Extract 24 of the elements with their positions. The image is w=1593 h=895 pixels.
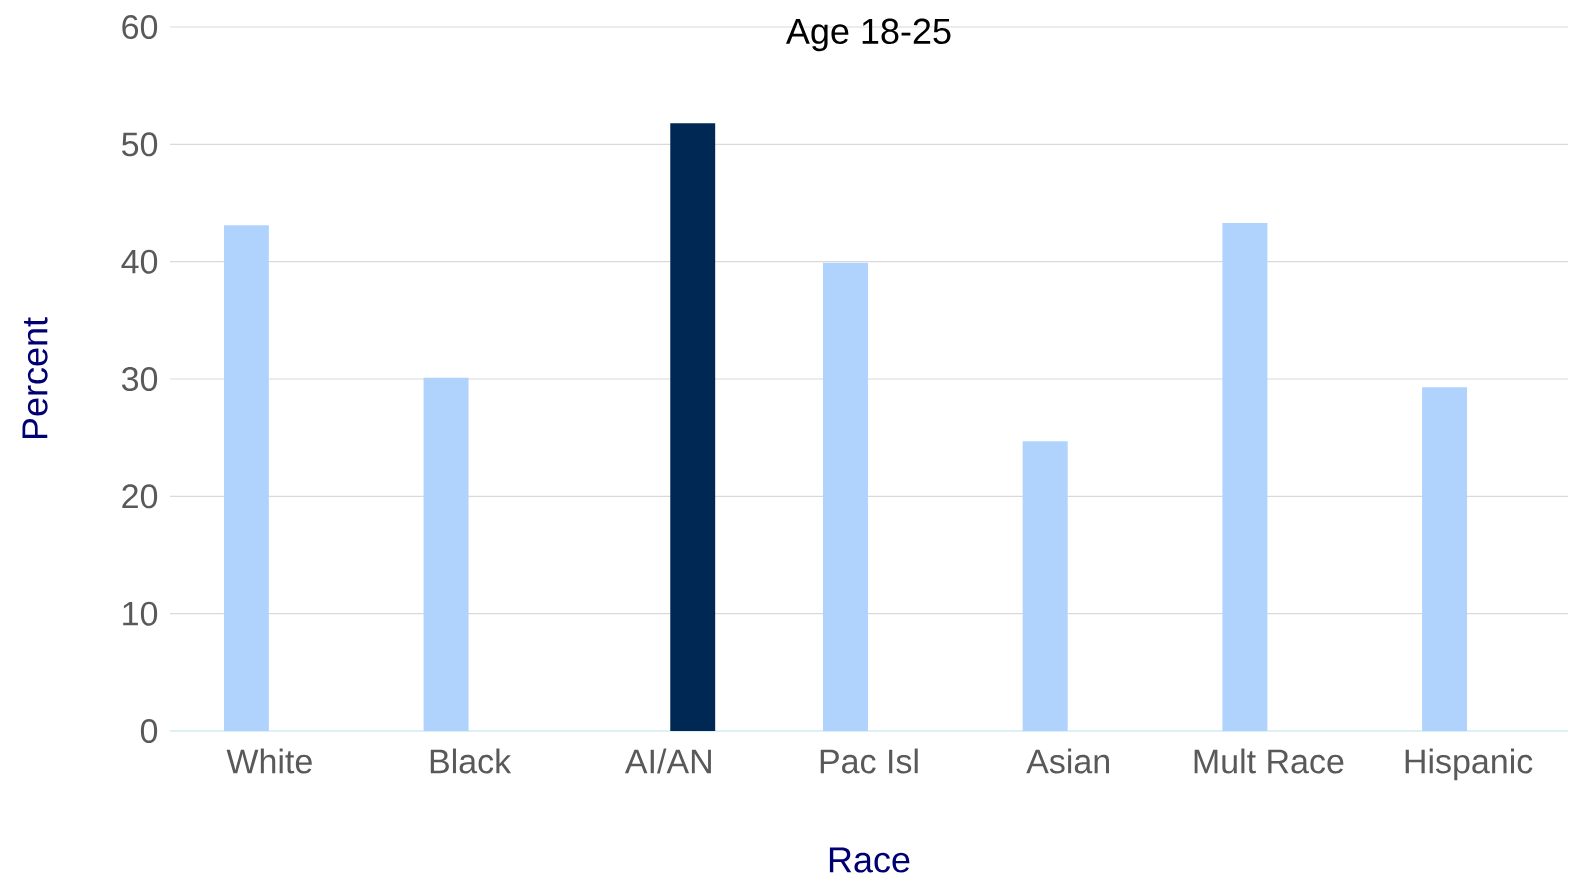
x-tick-label: Hispanic — [1405, 748, 1533, 781]
y-tick-label: 50 — [122, 132, 158, 157]
bar — [1422, 387, 1468, 731]
x-tick-label: Asian — [1026, 748, 1109, 774]
x-tick-label: White — [226, 748, 312, 774]
chart-title: Age 18-25 — [785, 18, 951, 52]
x-axis-title: Race — [829, 847, 910, 873]
bar — [1222, 222, 1268, 731]
x-tick-label: Mult Race — [1194, 748, 1344, 774]
x-tick-label: Black — [430, 748, 512, 774]
y-tick-label: 0 — [140, 718, 158, 744]
bar — [223, 225, 269, 731]
bar — [822, 262, 868, 731]
y-tick-label: 40 — [121, 249, 158, 274]
y-tick-label: 20 — [122, 484, 158, 509]
bar — [423, 377, 469, 731]
x-tick-label: AI/AN — [624, 748, 711, 774]
bar — [1022, 441, 1068, 731]
y-axis-title: Percent — [22, 317, 48, 439]
y-tick-label: 30 — [121, 366, 158, 392]
y-tick-label: 60 — [122, 14, 158, 40]
y-tick-label: 10 — [123, 601, 158, 626]
bar — [670, 123, 716, 731]
x-tick-label: Pac Isl — [820, 748, 918, 774]
